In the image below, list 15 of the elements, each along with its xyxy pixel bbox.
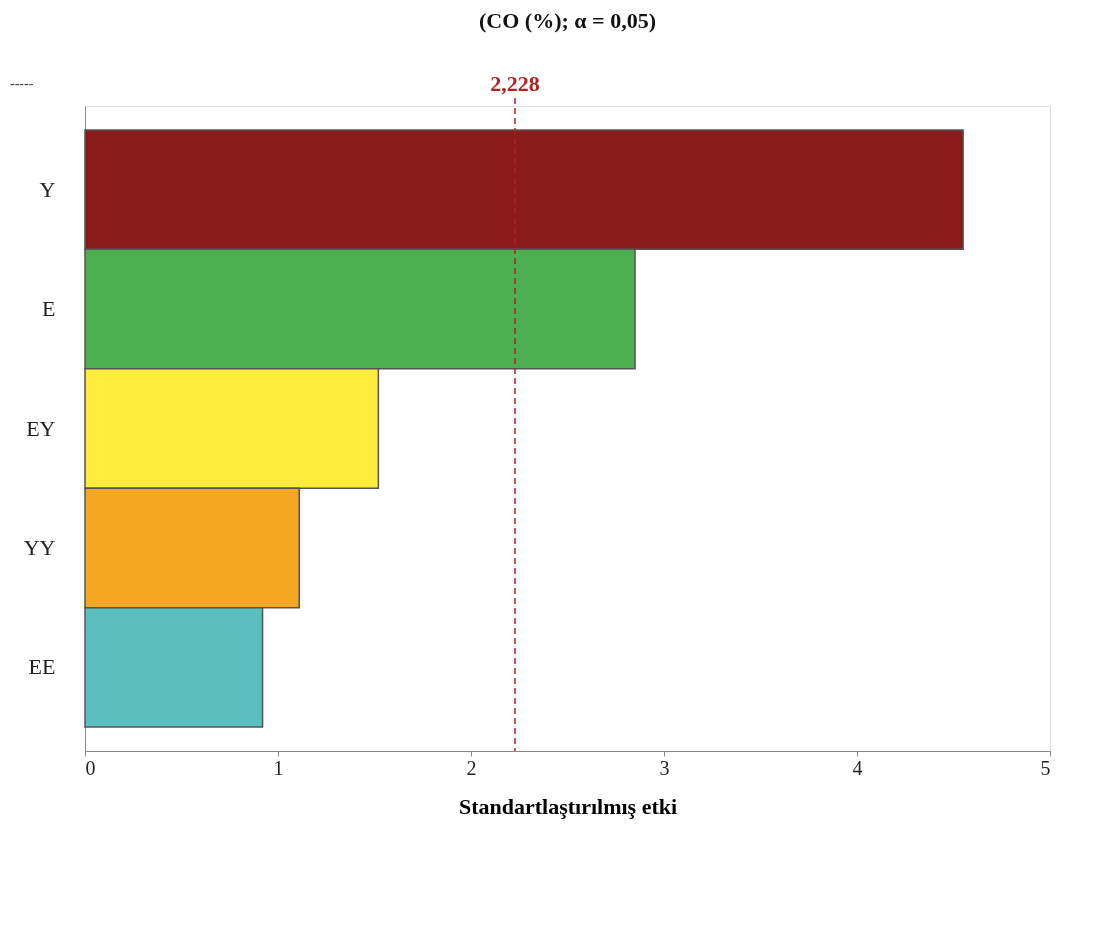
ref-line-label: 2,228 (490, 71, 540, 96)
y-tick-label: Y (39, 176, 56, 202)
x-tick-label: 3 (659, 756, 670, 779)
text: ----- (10, 76, 34, 91)
y-tick-label: E (42, 296, 56, 322)
x-tick-label: 0 (85, 756, 96, 779)
chart-title: (CO (%); α = 0,05) (479, 8, 656, 33)
y-tick-label: EE (28, 654, 56, 680)
x-tick-label: 5 (1040, 756, 1051, 779)
y-tick-label: EY (26, 415, 56, 441)
x-axis-title: Standartlaştırılmış etki (458, 793, 678, 819)
y-tick-label: YY (23, 534, 56, 560)
x-tick-label: 4 (852, 756, 863, 779)
x-tick-label: 1 (273, 756, 284, 779)
x-tick-label: 2 (466, 756, 477, 779)
